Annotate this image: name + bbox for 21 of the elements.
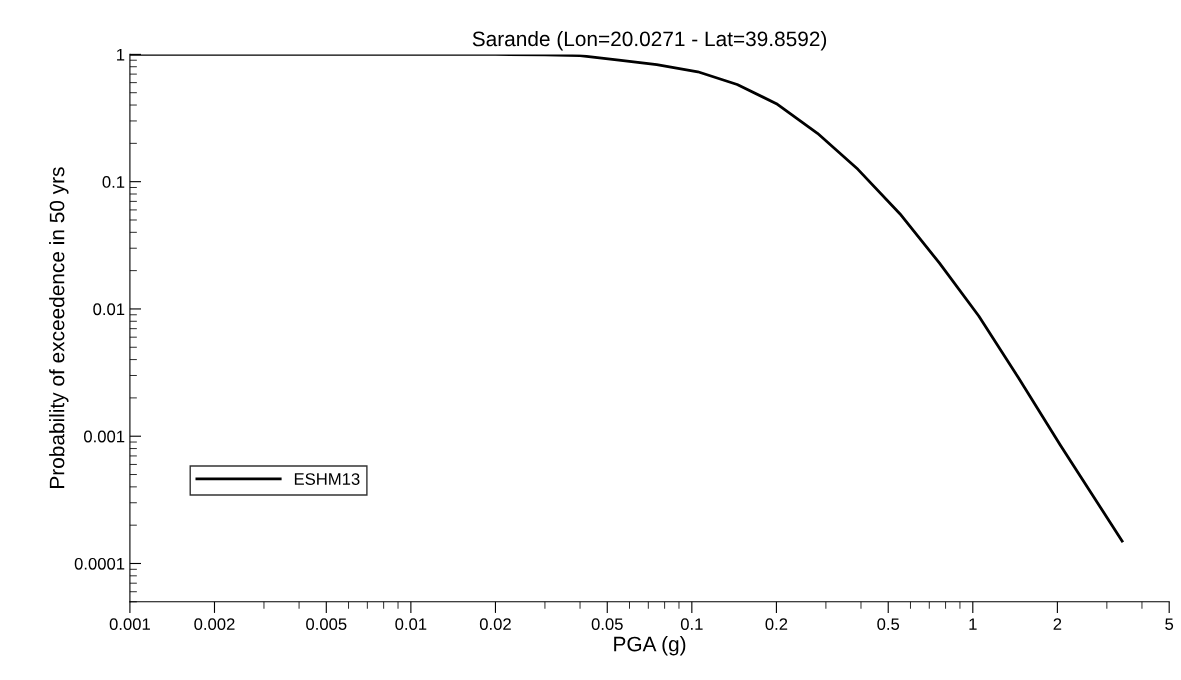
- chart-title: Sarande (Lon=20.0271 - Lat=39.8592): [472, 30, 827, 51]
- y-tick-label: 0.1: [102, 176, 125, 188]
- y-tick-label: 0.01: [93, 303, 125, 316]
- legend-label: ESHM13: [294, 473, 360, 485]
- x-tick-label: 0.05: [591, 618, 623, 631]
- y-tick-label: 0.001: [84, 430, 125, 443]
- y-axis-title: Probability of exceedence in 50 yrs: [49, 167, 69, 488]
- x-tick-label: 1: [969, 618, 977, 630]
- x-tick-label: 2: [1053, 618, 1062, 630]
- x-tick-label: 0.01: [395, 618, 427, 631]
- x-tick-label: 0.5: [877, 618, 900, 631]
- y-tick-label: 0.0001: [74, 557, 125, 570]
- x-tick-label: 0.1: [680, 618, 703, 631]
- x-axis-title: PGA (g): [614, 636, 686, 656]
- y-tick-label: 1: [117, 48, 125, 61]
- x-tick-label: 0.02: [479, 618, 511, 631]
- x-tick-label: 0.005: [306, 618, 347, 631]
- x-tick-label: 5: [1165, 618, 1174, 631]
- x-tick-label: 0.002: [194, 618, 235, 631]
- x-tick-label: 0.001: [109, 618, 150, 631]
- x-tick-label: 0.2: [765, 618, 788, 631]
